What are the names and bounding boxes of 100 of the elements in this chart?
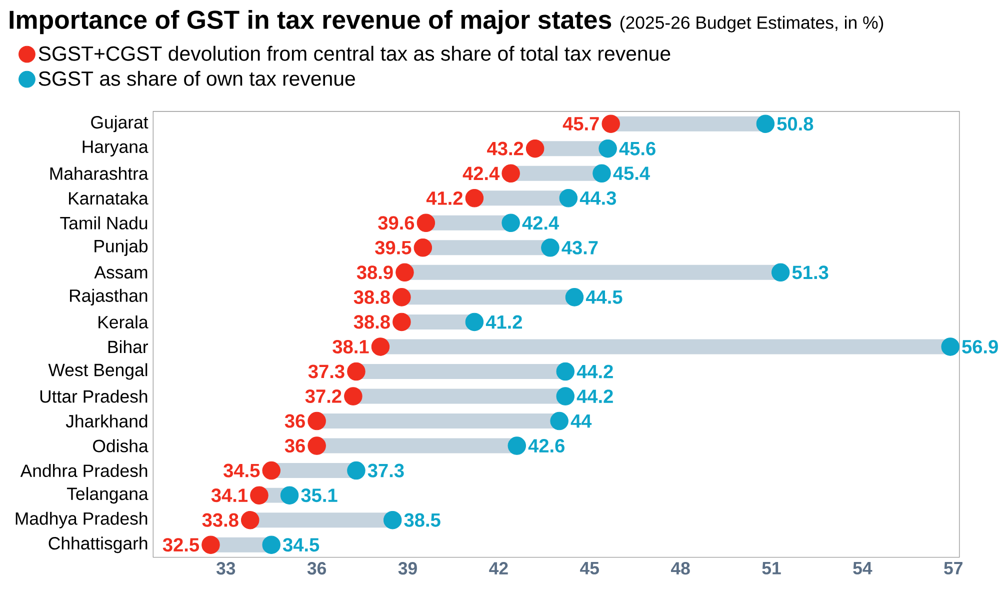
- x-tick-label: 48: [670, 562, 690, 574]
- y-tick-label: Uttar Pradesh: [40, 390, 148, 403]
- x-tick-label: 36: [307, 562, 326, 574]
- legend-label: SGST+CGST devolution from central tax as share of total tax revenue: [38, 46, 670, 61]
- point: [280, 486, 299, 504]
- data-label: 51.3: [792, 265, 828, 279]
- data-label: 34.1: [211, 488, 248, 502]
- point: [241, 510, 260, 529]
- data-label: 42.4: [522, 216, 560, 230]
- point: [556, 362, 575, 380]
- point: [592, 164, 611, 182]
- point: [414, 238, 432, 257]
- data-label: 42.6: [528, 438, 564, 452]
- data-label: 38.5: [404, 513, 440, 527]
- point: [344, 386, 362, 406]
- y-tick-label: Andhra Pradesh: [20, 464, 148, 477]
- data-label: 34.5: [223, 464, 260, 478]
- y-tick-label: Maharashtra: [50, 166, 148, 180]
- point: [556, 386, 575, 406]
- point: [756, 114, 775, 133]
- data-label: 39.6: [378, 216, 414, 230]
- point: [941, 337, 960, 356]
- point: [392, 312, 411, 331]
- point: [347, 461, 366, 480]
- data-label: 41.2: [486, 315, 522, 328]
- data-label: 41.2: [426, 191, 463, 205]
- x-tick-label: 57: [944, 562, 962, 574]
- y-tick-label: Assam: [94, 266, 148, 278]
- y-tick-label: Odisha: [93, 439, 148, 452]
- y-tick-label: Bihar: [108, 340, 148, 353]
- x-tick-label: 54: [853, 562, 872, 574]
- data-label: 45.7: [562, 116, 599, 130]
- point: [250, 486, 268, 504]
- y-tick-label: Haryana: [82, 140, 148, 156]
- point: [465, 312, 484, 331]
- point: [371, 337, 390, 356]
- y-tick-label: Karnataka: [69, 191, 148, 204]
- data-label: 56.9: [962, 340, 998, 354]
- data-label: 44: [570, 414, 592, 428]
- point: [526, 139, 544, 158]
- y-tick-label: West Bengal: [48, 362, 148, 380]
- point: [502, 214, 520, 232]
- data-label: 37.3: [368, 464, 404, 478]
- data-label: 43.2: [487, 142, 524, 156]
- data-label: 36: [284, 438, 305, 452]
- point: [347, 362, 366, 380]
- data-label: 37.2: [305, 389, 342, 403]
- point: [416, 214, 436, 232]
- point: [565, 288, 584, 306]
- data-label: 33.8: [202, 513, 238, 527]
- chart-title: Importance of GST in tax revenue of major states: [10, 10, 612, 34]
- point: [598, 139, 617, 158]
- data-label: 35.1: [301, 488, 338, 502]
- y-tick-label: Gujarat: [91, 115, 148, 132]
- data-label: 44.3: [580, 191, 616, 205]
- data-label: 43.7: [562, 240, 598, 254]
- data-label: 44.2: [576, 364, 613, 378]
- point: [392, 288, 411, 306]
- y-tick-label: Telangana: [66, 486, 148, 504]
- point: [308, 436, 326, 455]
- point: [602, 114, 620, 133]
- data-label: 50.8: [777, 116, 814, 130]
- x-tick-label: 39: [398, 562, 417, 574]
- data-label: 34.5: [282, 538, 320, 552]
- data-label: 36: [284, 414, 305, 428]
- data-label: 39.5: [375, 240, 412, 254]
- y-tick-label: Chhattisgarh: [48, 536, 148, 553]
- point: [541, 238, 560, 257]
- y-tick-label: Kerala: [98, 315, 148, 328]
- point: [308, 412, 326, 430]
- data-label: 44.5: [586, 290, 622, 304]
- data-label: 42.4: [462, 166, 500, 180]
- data-label: 45.4: [613, 166, 650, 180]
- point: [771, 263, 790, 282]
- y-tick-label: Madhya Pradesh: [16, 512, 148, 528]
- y-tick-label: Rajasthan: [70, 288, 148, 306]
- point: [550, 412, 568, 430]
- point: [262, 461, 280, 480]
- point: [508, 436, 526, 455]
- point: [559, 188, 578, 208]
- legend-label: SGST as share of own tax revenue: [38, 70, 355, 86]
- point: [465, 188, 484, 208]
- data-label: 45.6: [619, 142, 656, 156]
- x-tick-label: 33: [216, 562, 236, 574]
- data-label: 32.5: [162, 538, 200, 552]
- x-tick-label: 45: [580, 562, 599, 574]
- y-tick-label: Tamil Nadu: [60, 216, 148, 230]
- point: [262, 535, 280, 554]
- data-label: 38.1: [332, 340, 369, 354]
- x-tick-label: 51: [762, 562, 781, 574]
- chart-subtitle: (2025-26 Budget Estimates, in %): [620, 16, 884, 32]
- point: [396, 263, 414, 282]
- x-tick-label: 42: [489, 562, 508, 574]
- point: [502, 164, 520, 182]
- data-label: 38.9: [356, 265, 393, 279]
- data-label: 38.8: [354, 290, 390, 304]
- data-label: 37.3: [308, 364, 344, 378]
- y-tick-label: Jharkhand: [66, 414, 148, 428]
- data-label: 38.8: [354, 314, 390, 328]
- point: [383, 510, 402, 529]
